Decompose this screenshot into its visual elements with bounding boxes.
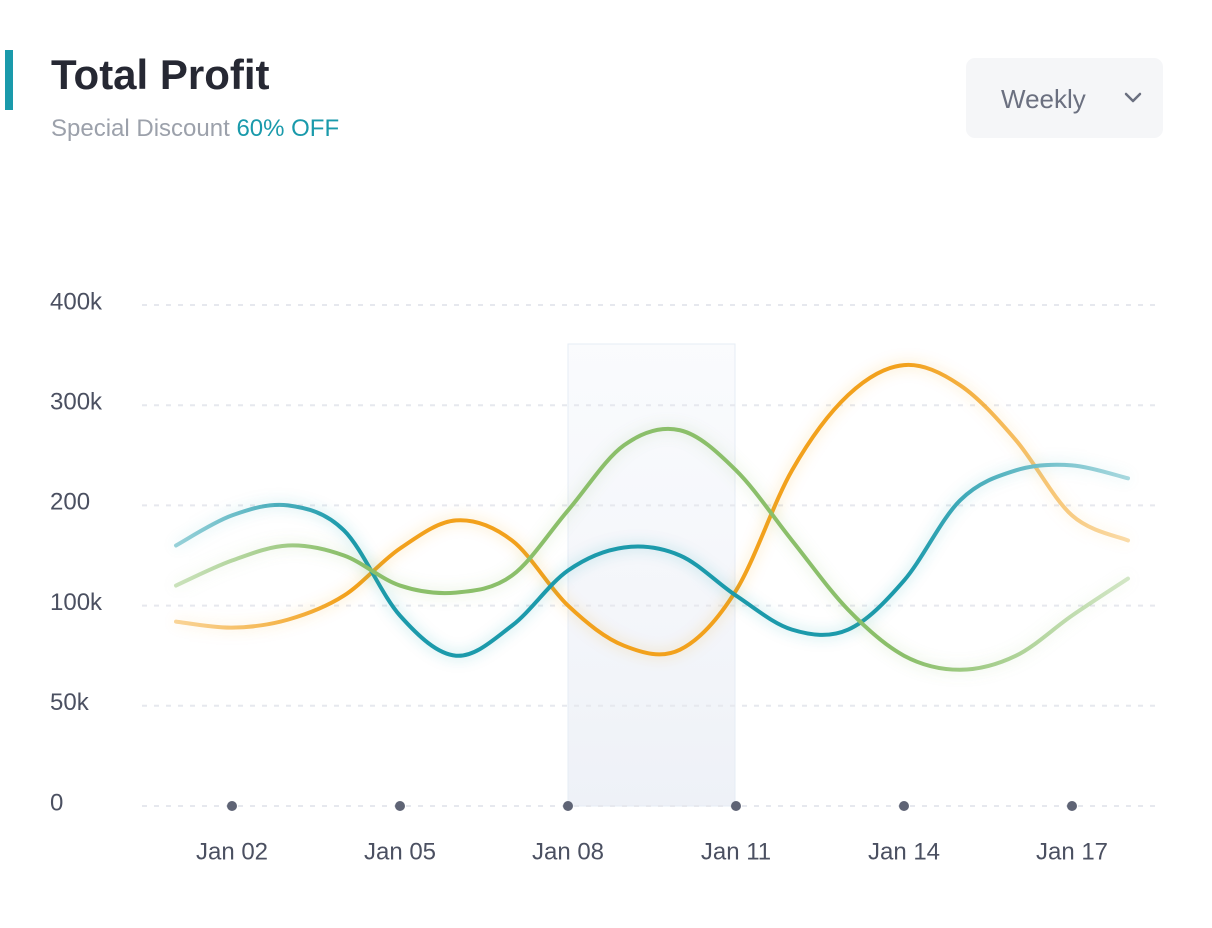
plot	[174, 362, 1130, 672]
subtitle: Special Discount 60% OFF	[51, 115, 339, 142]
y-tick-label: 50k	[50, 689, 90, 716]
period-dropdown[interactable]: Weekly	[966, 58, 1163, 138]
subtitle-text: Special Discount	[51, 115, 230, 142]
y-tick-label: 400k	[50, 288, 103, 315]
chart-title: Total Profit	[51, 51, 270, 98]
line-series	[174, 362, 1130, 657]
x-tick-dot	[395, 801, 405, 811]
x-tick-label: Jan 11	[701, 838, 771, 865]
dropdown-box[interactable]	[966, 58, 1163, 138]
accent-bar	[5, 50, 13, 110]
x-tick-label: Jan 14	[868, 838, 940, 865]
x-tick-dot	[1067, 801, 1077, 811]
badge: 60% OFF	[236, 115, 339, 142]
x-tick-dot	[899, 801, 909, 811]
dropdown-label[interactable]: Weekly	[1001, 84, 1086, 114]
x-tick-dot	[227, 801, 237, 811]
x-tick-label: Jan 17	[1036, 838, 1108, 865]
x-tick-dot	[731, 801, 741, 811]
x-tick-label: Jan 08	[532, 838, 604, 865]
line-series	[174, 462, 1130, 658]
y-tick-label: 200	[50, 489, 90, 516]
line-series	[174, 426, 1130, 672]
chevron[interactable]	[1124, 92, 1142, 103]
x-tick-dot	[563, 801, 573, 811]
y-tick-label: 100k	[50, 589, 103, 616]
y-tick-label: 300k	[50, 389, 103, 416]
x-tick-label: Jan 02	[196, 838, 268, 865]
axes: 0 50k 100k 200 300k 400k Jan 02 Jan 05 Jan 08 Jan…	[50, 288, 1160, 865]
x-tick-label: Jan 05	[364, 838, 436, 865]
y-tick-label: 0	[50, 789, 63, 816]
